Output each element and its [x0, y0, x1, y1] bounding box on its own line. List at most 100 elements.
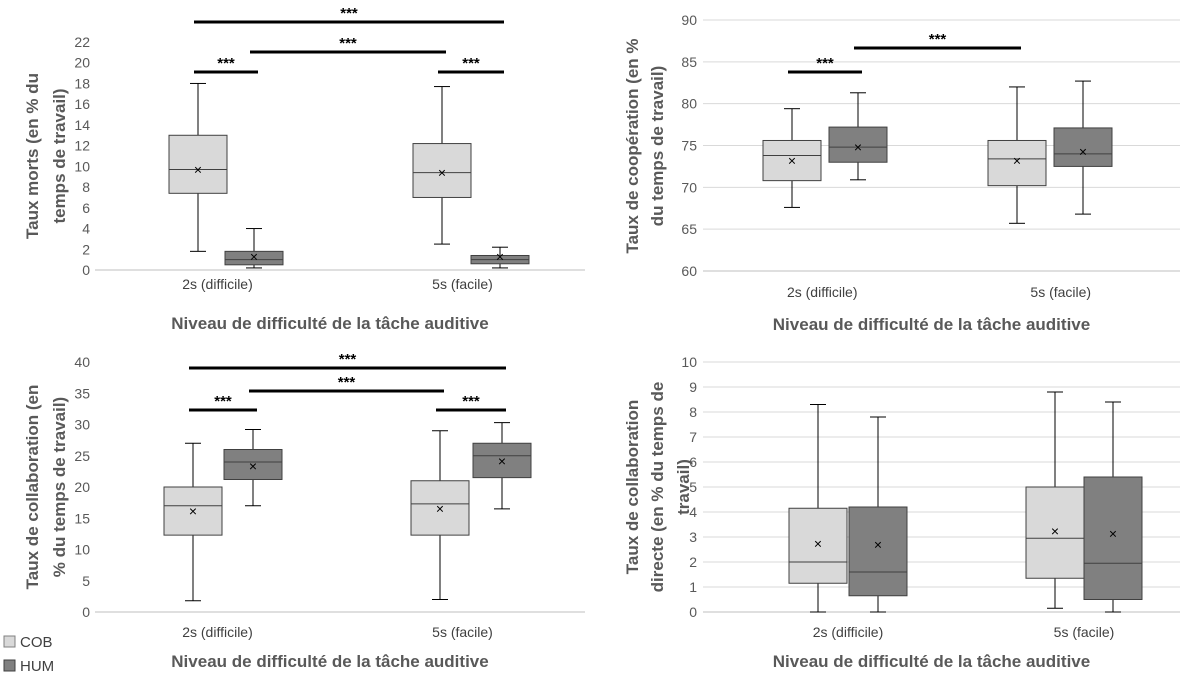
box-cob-5s: ×	[987, 86, 1047, 224]
significance-label: ***	[338, 374, 356, 391]
box-cob-2s: ×	[163, 442, 223, 602]
box-mean-marker: ×	[249, 458, 257, 474]
panel-taux-collaboration-directe: 0 1 2 3 4 5 6 7 8 9 10 2s (difficile) 5s (facile) Niv…	[623, 354, 1180, 671]
box-mean-marker: ×	[436, 500, 444, 516]
y-tick-label: 9	[689, 379, 697, 395]
panel-taux-cooperation: 60 65 70 75 80 85 90 2s (difficile) 5s (facile) N…	[623, 12, 1180, 334]
significance-label: ***	[929, 31, 947, 48]
box-iqr	[987, 139, 1047, 187]
y-tick-label: 0	[82, 262, 90, 278]
x-category-label: 5s (facile)	[432, 276, 493, 292]
y-tick-label: 8	[689, 404, 697, 420]
box-mean-marker: ×	[814, 535, 822, 551]
box-iqr	[762, 139, 822, 182]
box-iqr	[472, 442, 532, 479]
significance-bar: ***	[438, 55, 504, 74]
significance-label: ***	[816, 55, 834, 72]
y-axis-title-line: du temps de travail)	[648, 66, 667, 227]
box-hum-2s: ×	[223, 429, 283, 507]
significance-bar: ***	[788, 55, 862, 74]
box-iqr	[223, 449, 283, 480]
box-iqr	[412, 143, 472, 198]
x-category-label: 2s (difficile)	[813, 624, 884, 640]
y-tick-label: 10	[681, 354, 697, 370]
box-mean-marker: ×	[874, 537, 882, 553]
x-category-label: 2s (difficile)	[182, 276, 253, 292]
box-iqr	[1053, 127, 1113, 167]
box-cob-5s: ×	[410, 430, 470, 600]
x-category-label: 5s (facile)	[432, 624, 493, 640]
y-tick-label: 30	[74, 417, 90, 433]
box-mean-marker: ×	[1013, 153, 1021, 169]
y-tick-label: 25	[74, 448, 90, 464]
box-mean-marker: ×	[1109, 525, 1117, 541]
box-mean-marker: ×	[788, 153, 796, 169]
y-tick-label: 2	[82, 241, 90, 257]
box-hum-2s: ×	[224, 228, 284, 269]
y-tick-label: 35	[74, 385, 90, 401]
box-mean-marker: ×	[194, 161, 202, 177]
y-tick-label: 20	[74, 55, 90, 71]
y-tick-label: 14	[74, 117, 90, 133]
legend: COB HUM	[3, 634, 54, 675]
y-tick-label: 12	[74, 138, 90, 154]
box-iqr	[848, 506, 908, 597]
y-tick-label: 85	[681, 54, 697, 70]
box-iqr	[410, 480, 470, 536]
y-tick-label: 5	[689, 479, 697, 495]
significance-label: ***	[339, 351, 357, 368]
significance-bar: ***	[194, 5, 504, 24]
x-axis-title: Niveau de difficulté de la tâche auditiv…	[171, 314, 488, 333]
box-iqr	[1083, 476, 1143, 600]
y-tick-label: 6	[82, 200, 90, 216]
box-mean-marker: ×	[498, 453, 506, 469]
y-tick-label: 0	[689, 604, 697, 620]
y-tick-label: 0	[82, 604, 90, 620]
significance-bar: ***	[854, 31, 1021, 50]
box-mean-marker: ×	[1051, 523, 1059, 539]
y-tick-label: 40	[74, 354, 90, 370]
significance-label: ***	[462, 393, 480, 410]
y-tick-label: 3	[689, 529, 697, 545]
y-tick-label: 1	[689, 579, 697, 595]
y-tick-label: 4	[82, 221, 90, 237]
y-tick-label: 10	[74, 542, 90, 558]
y-tick-label: 15	[74, 510, 90, 526]
y-tick-label: 65	[681, 221, 697, 237]
y-tick-label: 18	[74, 75, 90, 91]
box-cob-2s: ×	[762, 108, 822, 208]
box-mean-marker: ×	[1079, 143, 1087, 159]
box-iqr	[828, 126, 888, 163]
box-cob-2s: ×	[168, 82, 228, 252]
box-hum-2s: ×	[828, 92, 888, 181]
y-tick-label: 6	[689, 454, 697, 470]
significance-label: ***	[214, 393, 232, 410]
box-mean-marker: ×	[496, 249, 504, 265]
box-hum-5s: ×	[1083, 401, 1143, 613]
significance-bar: ***	[194, 55, 258, 74]
box-mean-marker: ×	[189, 503, 197, 519]
legend-label-hum: HUM	[20, 658, 54, 675]
x-category-label: 2s (difficile)	[182, 624, 253, 640]
box-hum-5s: ×	[1053, 80, 1113, 215]
y-tick-label: 80	[681, 96, 697, 112]
y-axis-title-line: travail)	[674, 459, 693, 515]
y-axis-title-line: temps de travail)	[50, 88, 69, 223]
y-tick-label: 2	[689, 554, 697, 570]
panel-taux-morts: 0 2 4 6 8 10 12 14 16 18 20 22 2s (difficile) 5s (fac…	[23, 5, 585, 333]
x-axis-title: Niveau de difficulté de la tâche auditiv…	[773, 315, 1090, 334]
y-tick-label: 10	[74, 158, 90, 174]
box-iqr	[168, 134, 228, 194]
box-iqr	[788, 507, 848, 584]
y-axis-title-line: directe (en % du temps de	[648, 382, 667, 593]
y-tick-label: 7	[689, 429, 697, 445]
y-tick-label: 20	[74, 479, 90, 495]
box-mean-marker: ×	[250, 249, 258, 265]
box-mean-marker: ×	[438, 165, 446, 181]
y-axis-title-line: Taux de coopération (en %	[623, 38, 642, 253]
x-category-label: 5s (facile)	[1054, 624, 1115, 640]
box-cob-5s: ×	[1025, 391, 1085, 609]
legend-swatch-hum	[3, 659, 16, 672]
significance-bar: ***	[436, 393, 506, 412]
